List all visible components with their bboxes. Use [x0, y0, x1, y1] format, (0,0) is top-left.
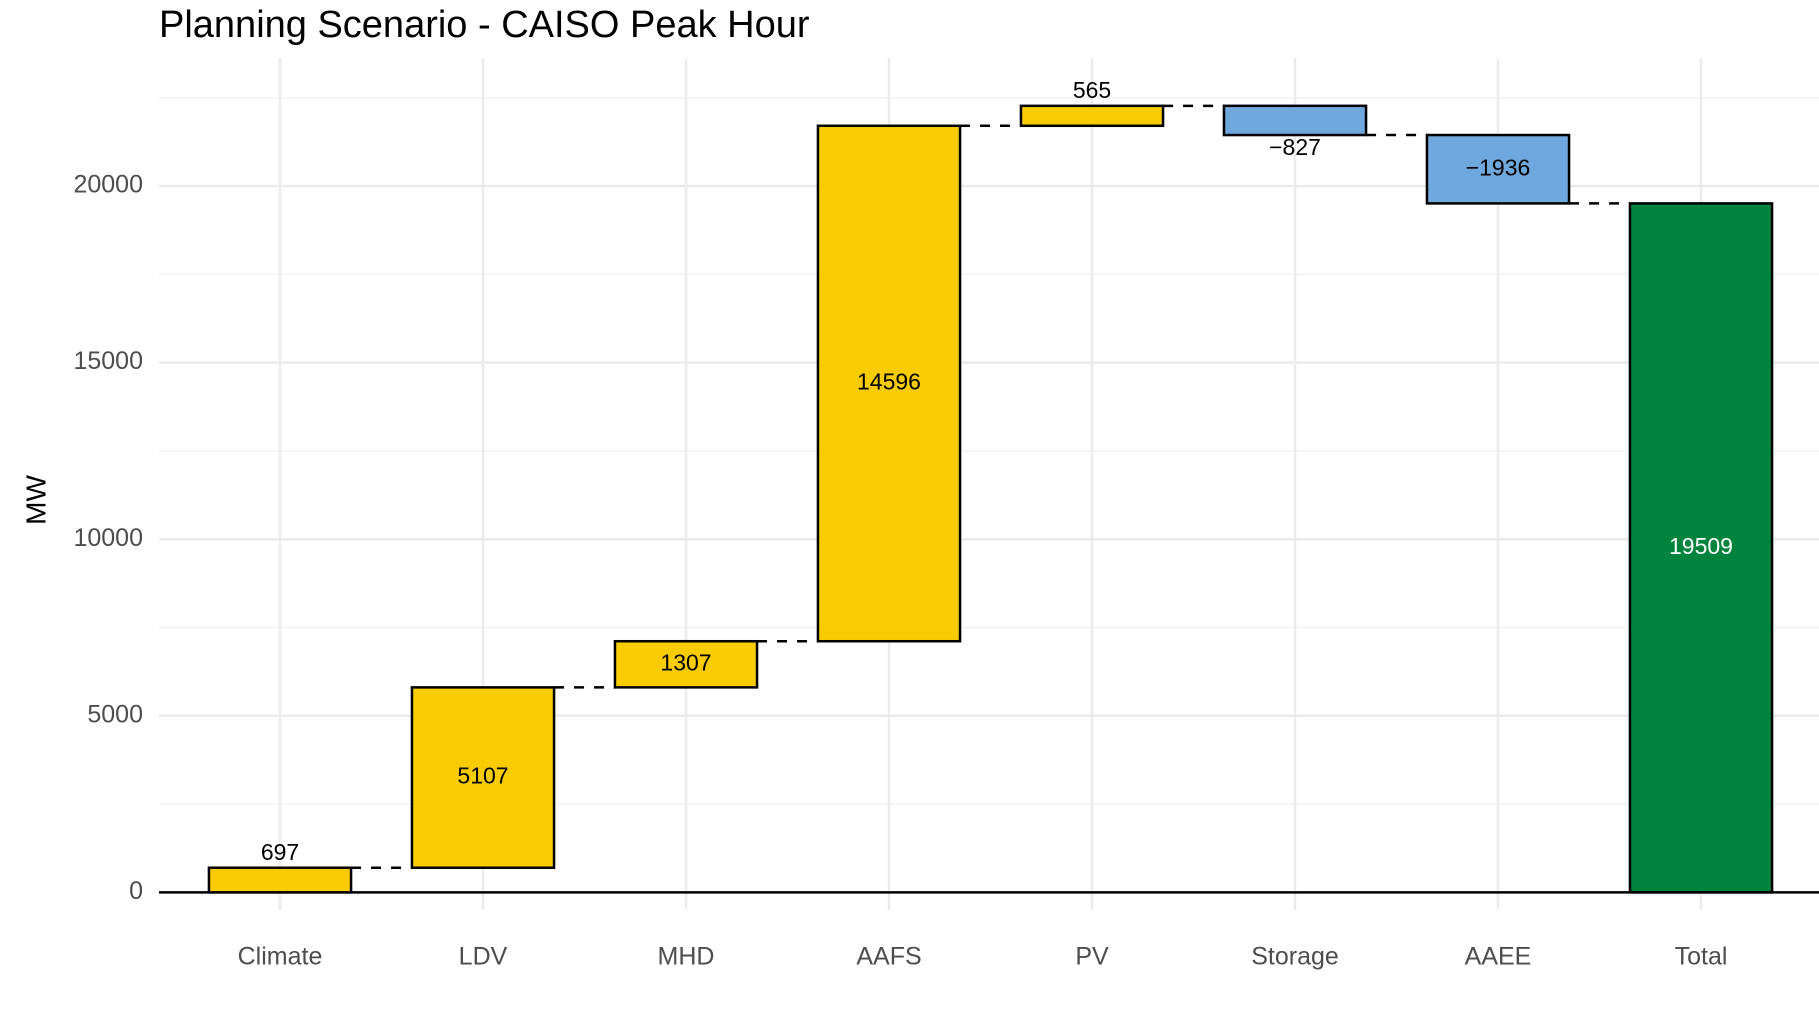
y-tick-label: 15000 — [73, 347, 143, 375]
y-tick-label: 0 — [129, 877, 143, 905]
data-label: 5107 — [457, 763, 508, 789]
bar — [613, 639, 759, 689]
y-axis-label: MW — [20, 475, 51, 525]
x-tick-label: Storage — [1251, 943, 1339, 971]
bar — [207, 866, 353, 894]
bar — [816, 124, 962, 643]
x-tick-label: Climate — [238, 943, 323, 971]
bar — [1019, 104, 1165, 128]
x-tick-label: LDV — [459, 943, 508, 971]
data-label: 697 — [261, 839, 299, 865]
data-label: 1307 — [660, 649, 711, 675]
bar — [1628, 202, 1774, 894]
y-tick-label: 10000 — [73, 524, 143, 552]
y-tick-label: 5000 — [87, 700, 143, 728]
x-tick-label: AAFS — [856, 943, 921, 971]
x-tick-label: Total — [1675, 943, 1728, 971]
data-label: −1936 — [1466, 154, 1531, 180]
data-label: 19509 — [1669, 533, 1733, 559]
x-tick-label: PV — [1075, 943, 1109, 971]
x-tick-label: MHD — [658, 943, 715, 971]
chart-title: Planning Scenario - CAISO Peak Hour — [159, 4, 810, 46]
bar — [1425, 133, 1571, 205]
data-label: −827 — [1269, 134, 1321, 160]
y-tick-label: 20000 — [73, 171, 143, 199]
bar — [1222, 104, 1368, 137]
data-label: 565 — [1073, 77, 1111, 103]
data-label: 14596 — [857, 369, 921, 395]
x-tick-label: AAEE — [1465, 943, 1532, 971]
bar — [410, 686, 556, 869]
